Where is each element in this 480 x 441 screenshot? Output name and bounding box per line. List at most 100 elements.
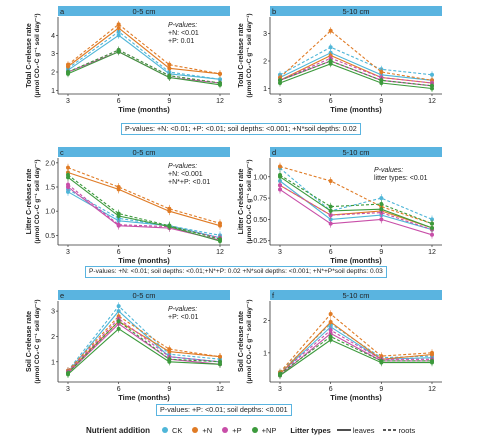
y-tick-label: 4 <box>51 33 55 40</box>
y-axis-unit: (μmol CO₂-C g⁻¹ soil day⁻¹) <box>246 13 253 97</box>
y-tick-label: 1.00 <box>253 174 267 181</box>
data-point <box>167 206 172 211</box>
data-point <box>66 62 70 67</box>
data-point <box>328 59 333 63</box>
data-point <box>328 311 333 316</box>
pvalue-box-litter: P-values: +N: <0.01; soil depths: <0.01;… <box>85 266 387 278</box>
series-line <box>279 332 432 376</box>
series-line <box>67 323 221 374</box>
x-tick-label: 6 <box>117 249 121 256</box>
series-line <box>67 51 221 86</box>
data-point <box>379 217 384 222</box>
panel-letter: b <box>272 7 276 16</box>
data-point <box>218 237 222 242</box>
series-line <box>279 335 432 375</box>
series-line <box>279 176 433 229</box>
y-axis-unit: (μmol CO₂-C g⁻¹ soil day⁻¹) <box>34 13 41 97</box>
data-point <box>379 358 384 363</box>
pvalue-annotation: +N: <0.01 <box>168 30 199 37</box>
data-point <box>167 66 172 71</box>
data-point <box>167 62 172 67</box>
series-line <box>279 321 433 375</box>
x-tick-label: 3 <box>278 386 282 393</box>
x-axis-label: Time (months) <box>118 393 170 402</box>
panel-strip-label: 5-10 cm <box>342 291 369 300</box>
series-line <box>279 322 433 373</box>
data-point <box>116 304 121 309</box>
panel-letter: a <box>60 7 65 16</box>
legend-item-leaves: leaves <box>336 425 375 435</box>
y-axis-label: Soil C-release rate <box>26 311 33 372</box>
y-axis-label: Litter C-release rate <box>238 169 245 235</box>
y-tick-label: 2 <box>263 59 267 66</box>
pvalue-annotation: +N: <0.001 <box>168 171 203 178</box>
panel-strip-label: 0-5 cm <box>133 7 156 16</box>
legend-label-np: +NP <box>261 425 277 435</box>
legend-label-leaves: leaves <box>352 425 375 435</box>
data-point <box>379 196 384 201</box>
panel-strip-label: 5-10 cm <box>342 7 369 16</box>
data-point <box>116 22 121 27</box>
data-point <box>218 81 222 85</box>
x-tick-label: 12 <box>216 386 224 393</box>
series-line <box>279 326 433 375</box>
y-tick-label: 0.50 <box>253 217 267 224</box>
x-tick-label: 9 <box>167 249 171 256</box>
x-tick-label: 12 <box>216 249 224 256</box>
x-tick-label: 3 <box>66 249 70 256</box>
y-tick-label: 1.0 <box>45 209 55 216</box>
series-line <box>279 167 433 220</box>
panel-letter: c <box>60 148 64 157</box>
series-line <box>279 329 432 375</box>
series-line <box>67 34 221 80</box>
y-tick-label: 1 <box>263 86 267 93</box>
y-tick-label: 2.0 <box>45 160 55 167</box>
x-tick-label: 3 <box>66 98 70 105</box>
series-line <box>279 339 432 376</box>
data-point <box>430 350 434 355</box>
data-point <box>167 73 172 78</box>
data-point <box>167 70 172 74</box>
series-line <box>67 23 221 75</box>
legend: Nutrient addition CK +N +P +NP Litter ty… <box>86 423 423 437</box>
series-line <box>67 167 221 224</box>
legend-litter-title: Litter types <box>290 425 331 435</box>
series-line <box>67 49 221 84</box>
pvalue-box-total: P-values: +N: <0.01; +P: <0.01; soil dep… <box>121 123 361 135</box>
pvalue-box-soil: P-values: +P: <0.01; soil depths: <0.001 <box>156 404 292 416</box>
data-point <box>116 211 121 216</box>
series-line <box>279 57 433 84</box>
series-line <box>67 328 221 375</box>
data-point <box>167 347 172 352</box>
data-point <box>278 164 282 169</box>
data-point <box>430 72 434 77</box>
legend-label-p: +P <box>232 425 242 435</box>
x-tick-label: 9 <box>167 98 171 105</box>
x-axis-label: Time (months) <box>330 393 382 402</box>
series-line <box>67 171 221 227</box>
series-line <box>279 189 433 236</box>
pvalue-annotation: +P: 0.01 <box>168 38 194 45</box>
data-point <box>116 309 121 314</box>
data-point <box>328 221 333 226</box>
x-axis-label: Time (months) <box>330 105 382 114</box>
series-line <box>67 31 221 80</box>
data-point <box>278 173 282 178</box>
data-point <box>116 326 121 331</box>
y-tick-label: 3 <box>263 31 267 38</box>
series-line <box>279 313 433 373</box>
series-line <box>67 315 221 371</box>
data-point <box>66 70 70 74</box>
series-line <box>67 320 221 374</box>
legend-swatch-ck <box>162 427 168 433</box>
x-tick-label: 9 <box>167 386 171 393</box>
series-line <box>67 305 221 371</box>
panel-strip-label: 5-10 cm <box>342 148 369 157</box>
pvalue-annotation: P-values: <box>374 167 403 174</box>
pvalue-annotation: litter types: <0.01 <box>374 175 428 182</box>
series-line <box>279 30 433 81</box>
x-tick-label: 9 <box>379 386 383 393</box>
